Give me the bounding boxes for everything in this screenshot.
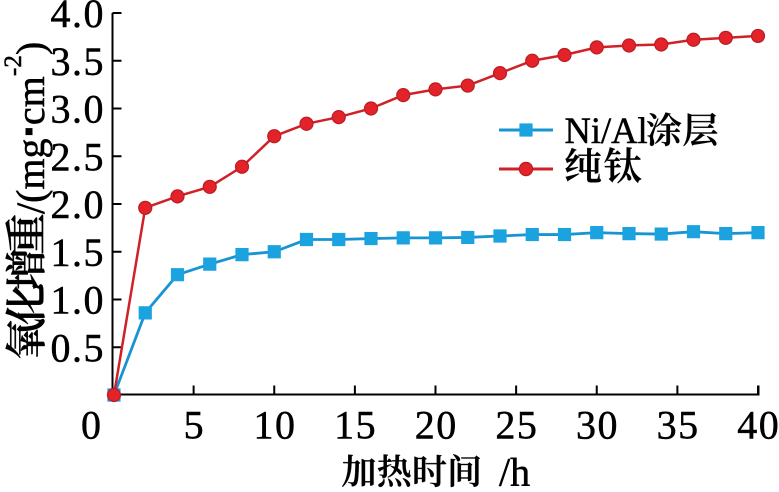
svg-text:5: 5 xyxy=(184,403,206,448)
svg-text:3.0: 3.0 xyxy=(51,87,106,132)
svg-text:1.5: 1.5 xyxy=(51,230,106,275)
svg-text:cm: cm xyxy=(8,76,53,125)
svg-text:25: 25 xyxy=(495,403,538,448)
svg-text:15: 15 xyxy=(334,403,377,448)
svg-text:0: 0 xyxy=(81,403,103,448)
svg-text:20: 20 xyxy=(415,403,458,448)
svg-text:): ) xyxy=(8,42,53,55)
svg-text:2.0: 2.0 xyxy=(51,182,106,227)
svg-text:4.0: 4.0 xyxy=(51,0,106,36)
svg-text:35: 35 xyxy=(657,403,700,448)
svg-text:30: 30 xyxy=(576,403,619,448)
svg-text:Ni/Al: Ni/Al xyxy=(565,110,648,151)
svg-text:/h: /h xyxy=(499,450,530,492)
svg-text:2.5: 2.5 xyxy=(51,134,106,179)
svg-text:10: 10 xyxy=(254,403,297,448)
svg-text:3.5: 3.5 xyxy=(51,39,106,84)
svg-text:40: 40 xyxy=(737,403,779,448)
svg-text:0.5: 0.5 xyxy=(51,325,106,370)
svg-text:/(mg: /(mg xyxy=(8,138,53,214)
svg-text:1.0: 1.0 xyxy=(51,278,106,323)
svg-text:-2: -2 xyxy=(0,55,27,76)
